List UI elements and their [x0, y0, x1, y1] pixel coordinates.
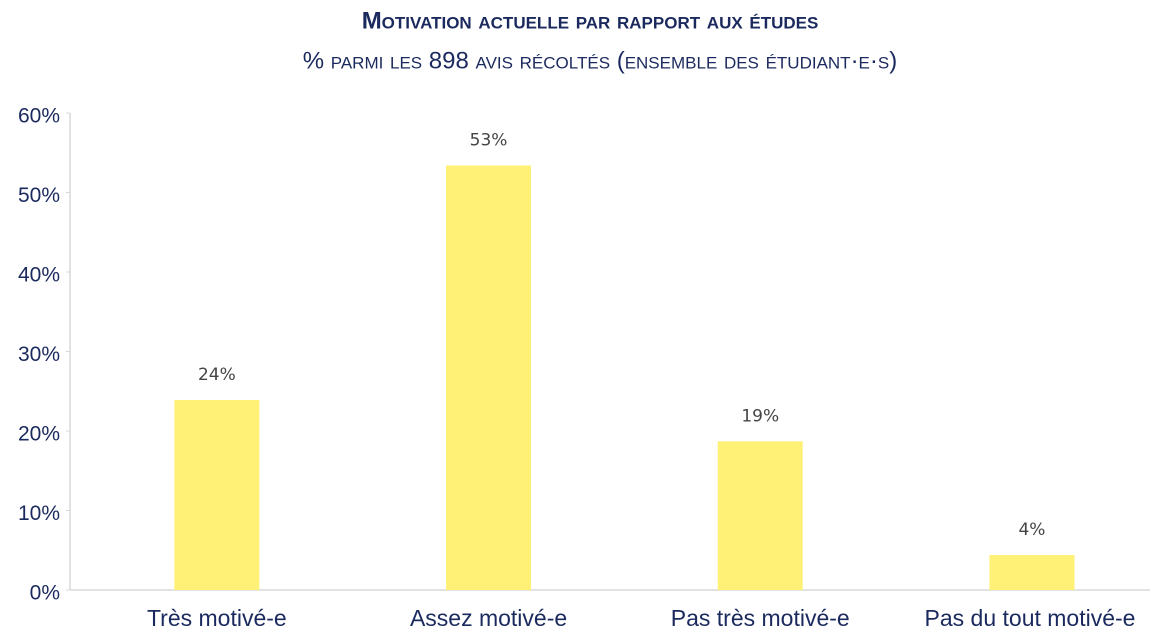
y-tick-label: 60%	[18, 105, 60, 128]
chart-subtitle: % parmi les 898 avis récoltés (ensemble …	[303, 47, 897, 74]
data-label: 4%	[1018, 520, 1045, 540]
data-label: 19%	[741, 406, 779, 426]
x-tick-label: Assez motivé-e	[410, 605, 567, 631]
data-label: 24%	[198, 365, 236, 385]
chart-title: Motivation actuelle par rapport aux étud…	[362, 7, 819, 34]
y-tick-label: 20%	[18, 423, 60, 446]
y-tick-label: 10%	[18, 502, 60, 525]
bar	[446, 165, 532, 590]
x-tick-label: Très motivé-e	[147, 605, 287, 631]
bar	[717, 441, 803, 590]
x-tick-label: Pas du tout motivé-e	[925, 605, 1136, 631]
x-tick-label: Pas très motivé-e	[671, 605, 850, 631]
y-tick-label: 30%	[18, 343, 60, 366]
data-label: 53%	[470, 130, 508, 150]
y-tick-label: 50%	[18, 184, 60, 207]
bar	[989, 555, 1075, 590]
bar	[174, 399, 260, 590]
y-tick-label: 0%	[30, 582, 60, 605]
y-tick-label: 40%	[18, 264, 60, 287]
